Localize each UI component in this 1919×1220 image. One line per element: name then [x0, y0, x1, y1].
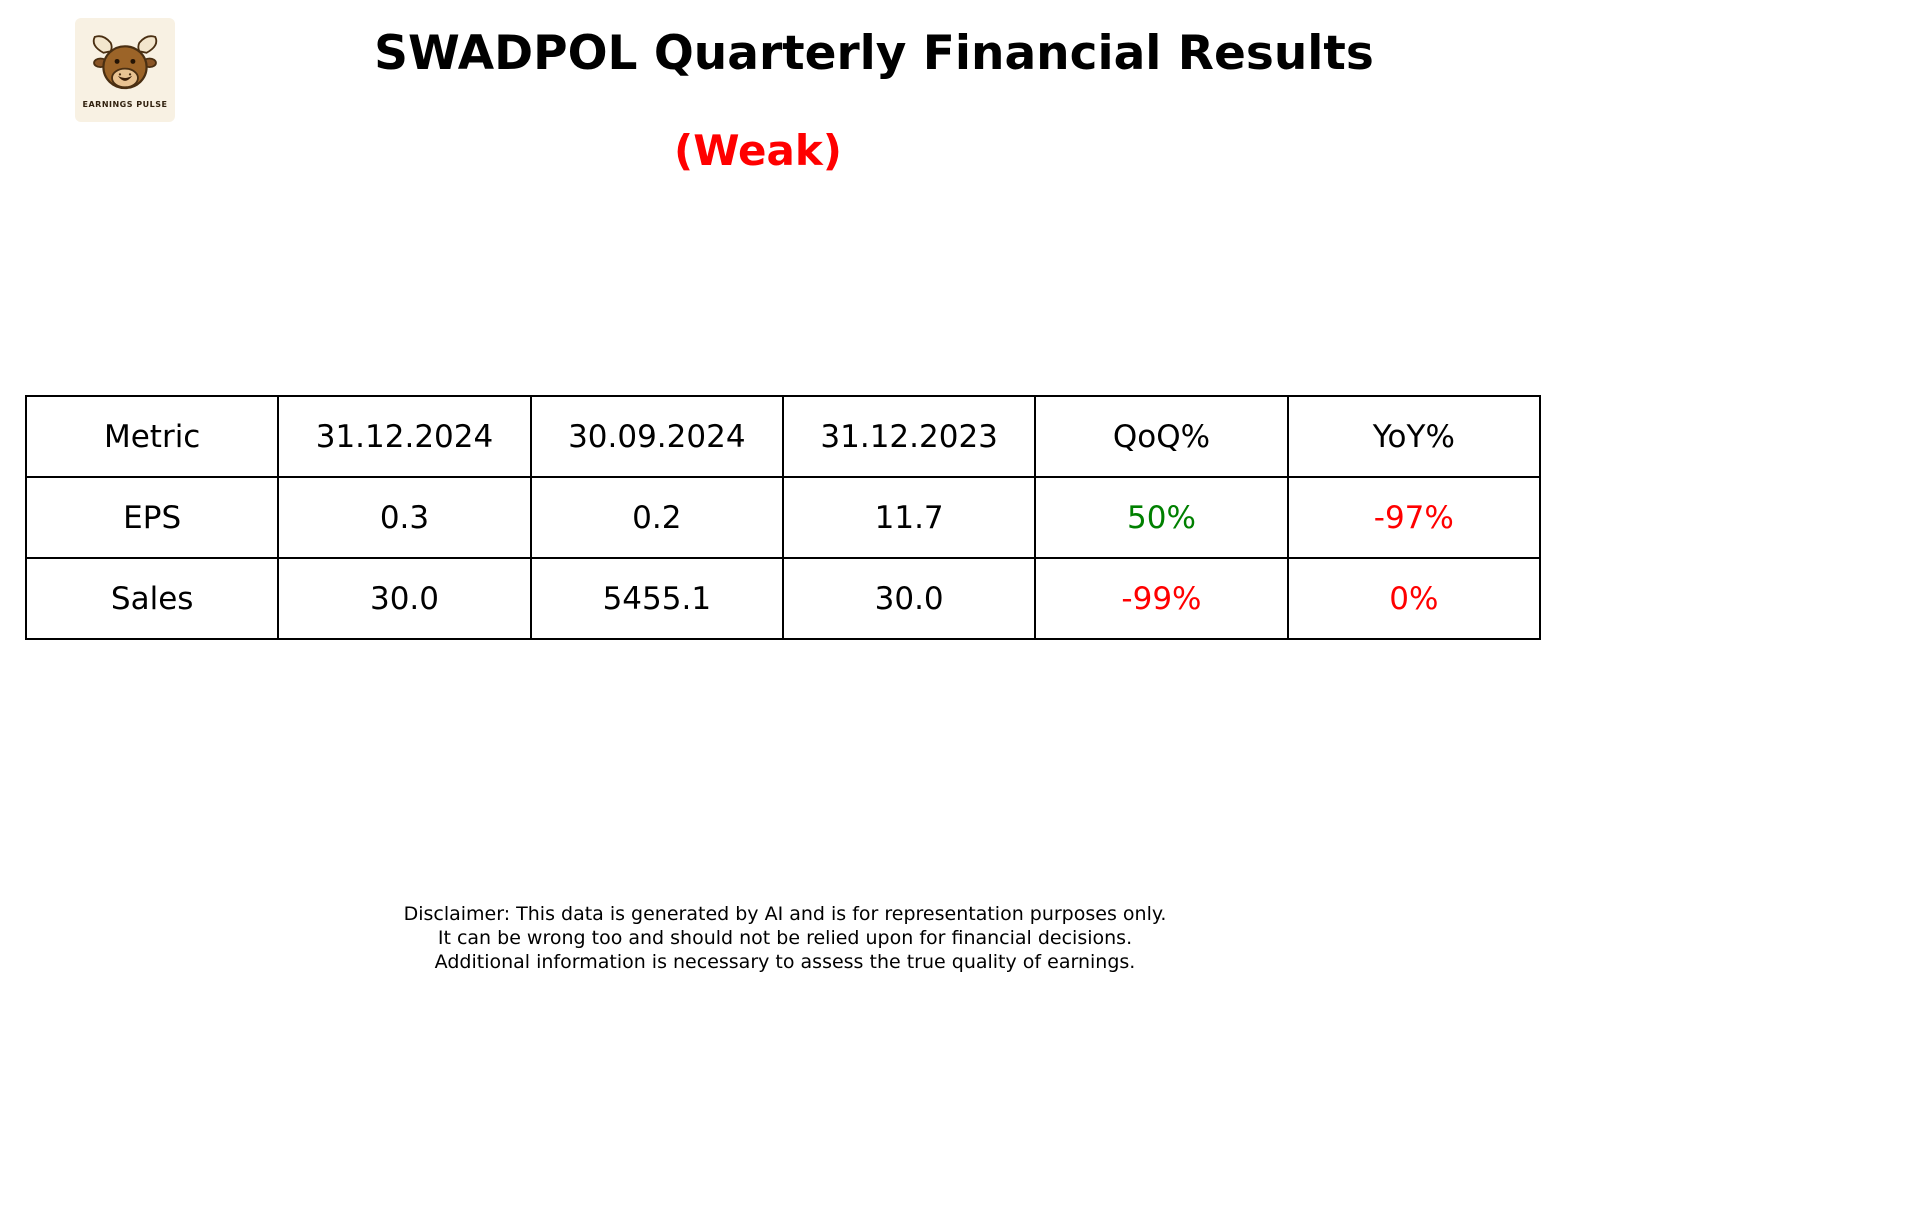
verdict-badge: (Weak)	[674, 126, 842, 175]
page-title: SWADPOL Quarterly Financial Results	[374, 26, 1374, 81]
table-body: EPS 0.3 0.2 11.7 50% -97% Sales 30.0 5455.1 30.0-…	[24, 476, 1542, 640]
results-table: Metric 31.12.2024 30.09.2024 31.12.2023 QoQ%…	[24, 395, 1542, 640]
table-cell: 30.0	[781, 557, 1037, 640]
column-header: QoQ%	[1034, 395, 1289, 478]
table-cell: Sales	[24, 557, 280, 640]
table-cell: 50%	[1034, 476, 1289, 559]
table-cell: EPS	[24, 476, 280, 559]
logo-caption: EARNINGS PULSE	[82, 99, 168, 109]
disclaimer: Disclaimer: This data is generated by AI…	[404, 902, 1167, 974]
disclaimer-line-1: Disclaimer: This data is generated by AI…	[403, 903, 1167, 925]
earnings-pulse-logo: EARNINGS PULSE	[75, 18, 175, 122]
column-header: 31.12.2023	[781, 395, 1037, 478]
disclaimer-line-3: Additional information is necessary to a…	[434, 951, 1136, 973]
table-cell: 30.0	[277, 557, 532, 640]
column-header: Metric	[24, 395, 280, 478]
table-row: Sales 30.0 5455.1 30.0 -99% 0%	[24, 557, 1542, 640]
table-cell: -99%	[1034, 557, 1289, 640]
table-cell: -97%	[1286, 476, 1542, 559]
bull-icon	[92, 34, 158, 89]
column-header: 31.12.2024	[277, 395, 532, 478]
table-cell: 11.7	[781, 476, 1037, 559]
table-cell: 0%	[1286, 557, 1542, 640]
table-cell: 0.2	[529, 476, 784, 559]
column-header: YoY%	[1286, 395, 1542, 478]
table-header-row: Metric 31.12.2024 30.09.2024 31.12.2023 QoQ%…	[24, 395, 1542, 478]
table-cell: 5455.1	[529, 557, 784, 640]
column-header: 30.09.2024	[529, 395, 784, 478]
table-cell: 0.3	[277, 476, 532, 559]
table-row: EPS 0.3 0.2 11.7 50% -97%	[24, 476, 1542, 559]
disclaimer-line-2: It can be wrong too and should not be re…	[437, 927, 1133, 949]
